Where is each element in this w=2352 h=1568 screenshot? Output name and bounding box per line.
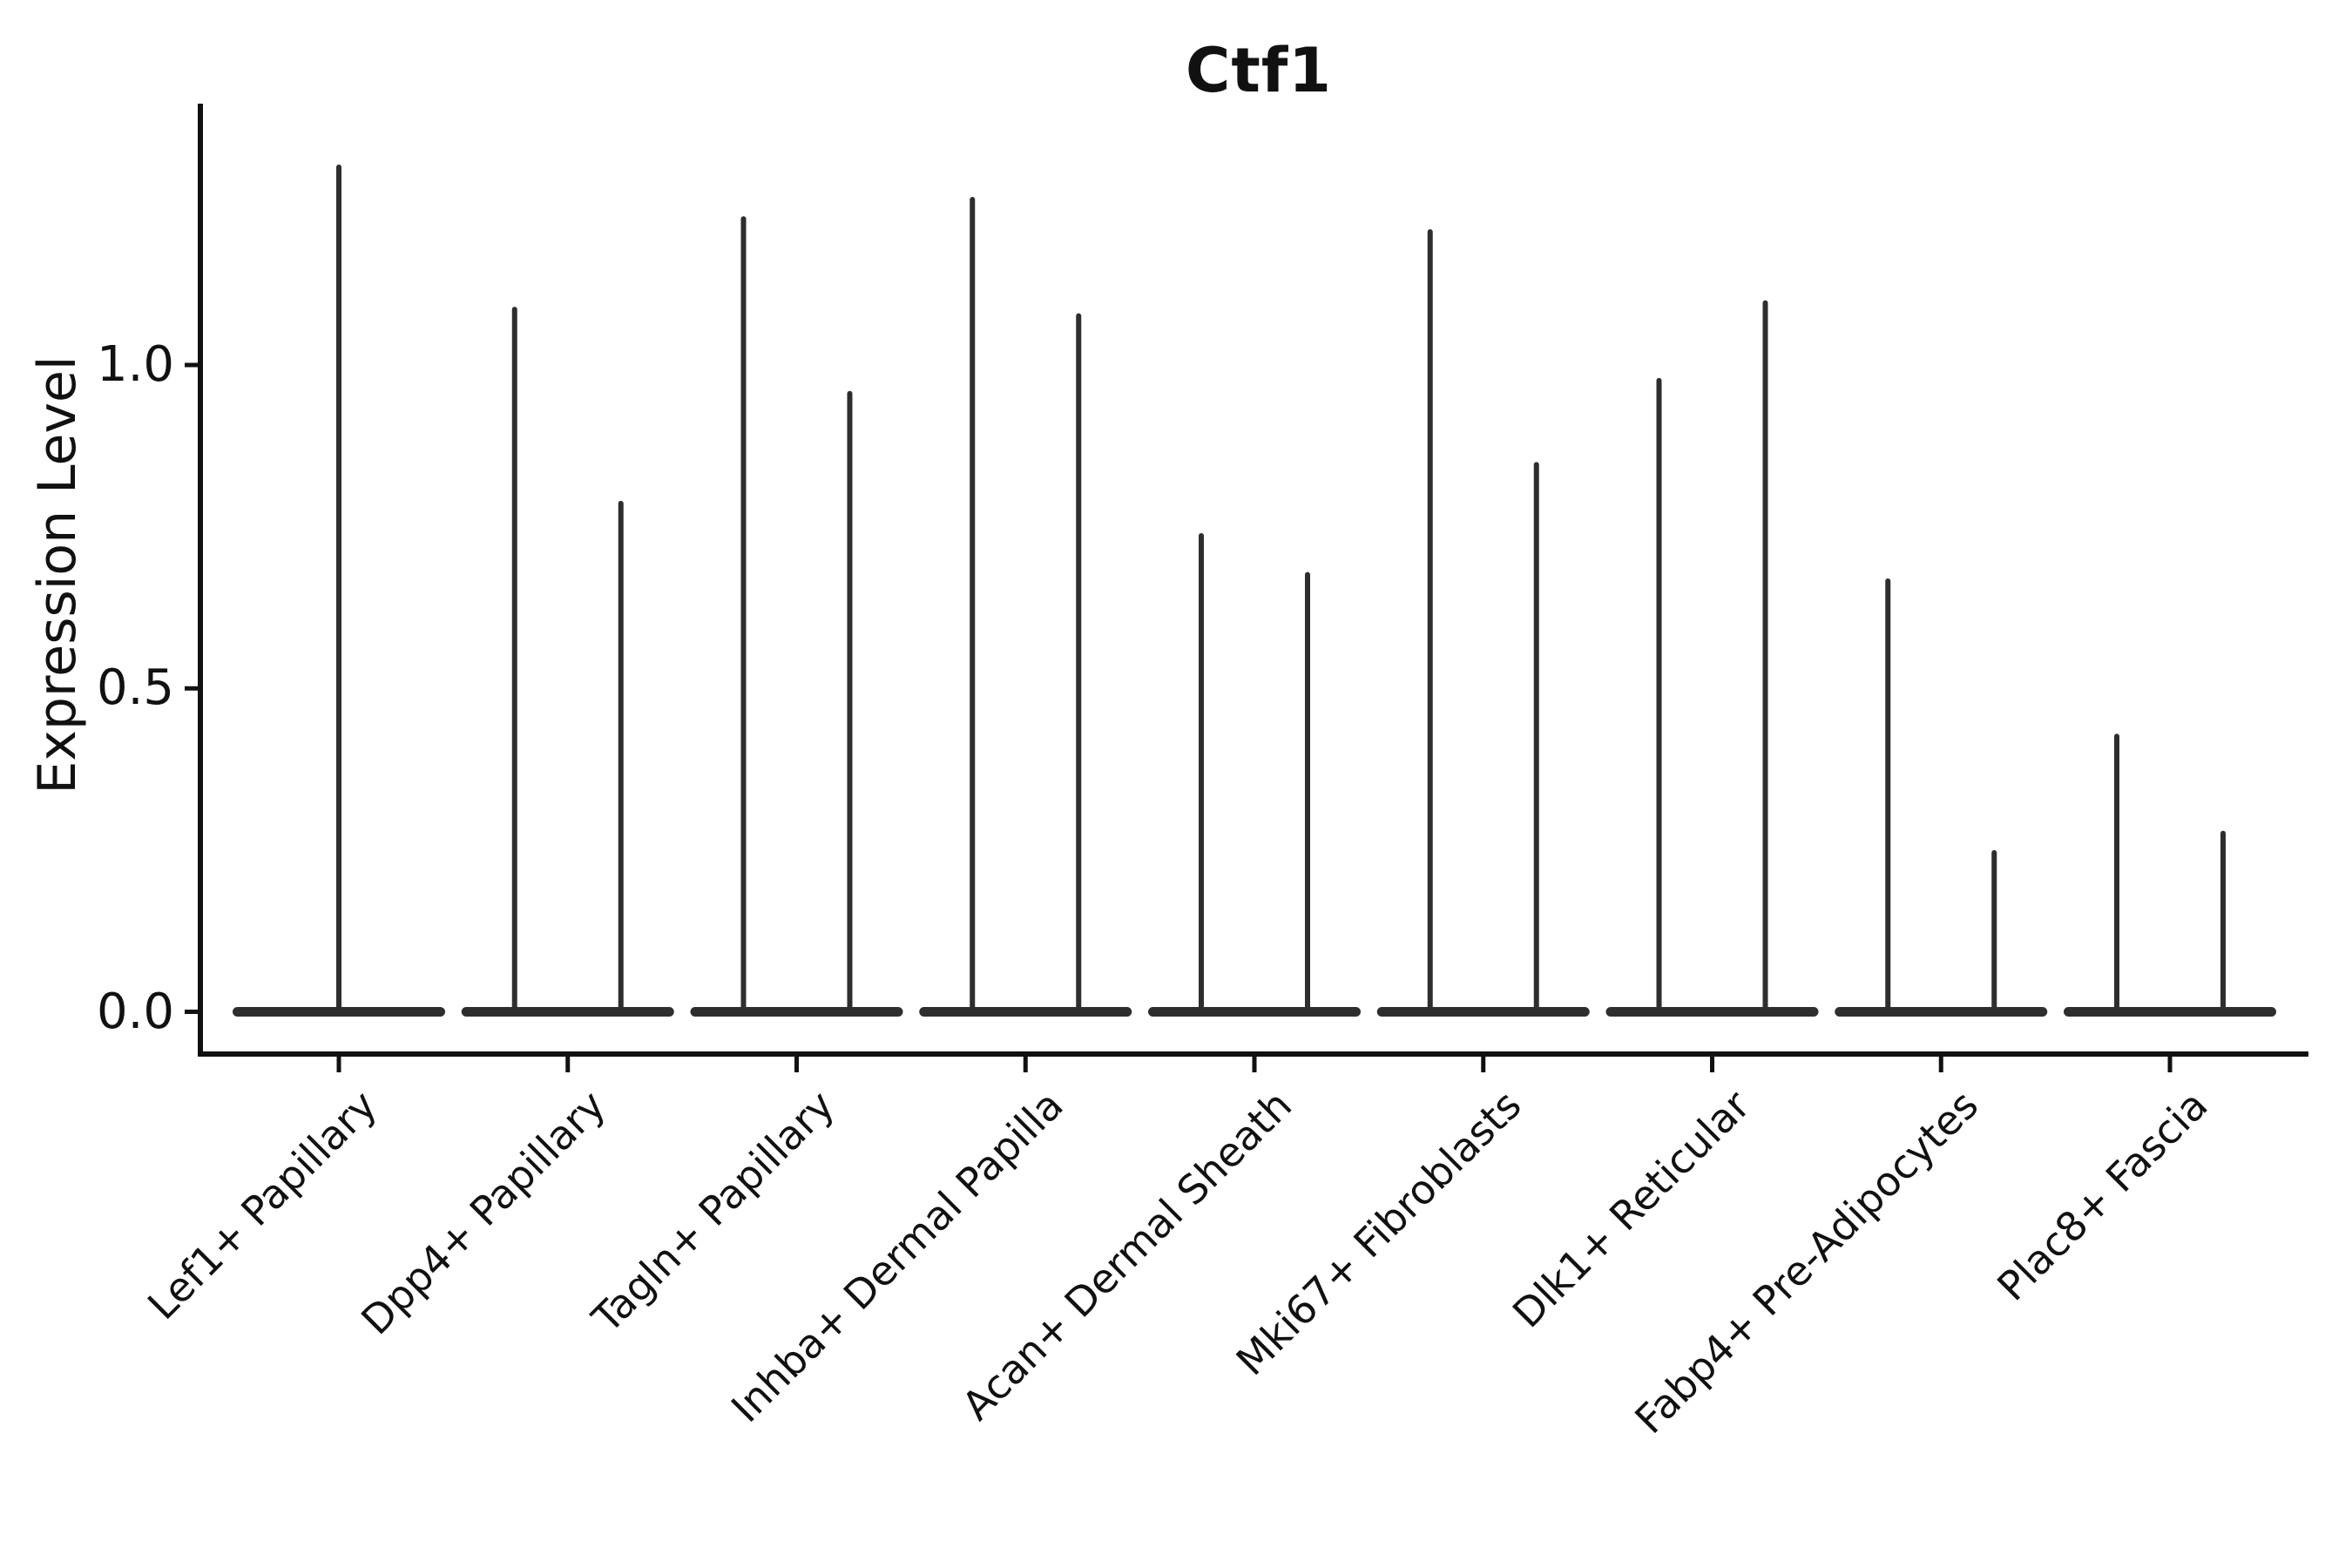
violin-base: [690, 1007, 903, 1017]
violin-spike: [1885, 578, 1891, 1016]
y-tick-label: 0.5: [96, 659, 174, 717]
violin-spike: [1991, 849, 1997, 1016]
violin-spike: [1199, 533, 1204, 1016]
violin-base: [1605, 1007, 1819, 1017]
violin-spike: [511, 307, 517, 1016]
violin-spike: [618, 500, 624, 1016]
violin-spike: [1305, 571, 1310, 1016]
violin-spike: [1533, 462, 1539, 1016]
violin-base: [919, 1007, 1132, 1017]
chart-title: Ctf1: [1186, 35, 1332, 106]
violin-spike: [2114, 733, 2119, 1016]
violin-spike: [1076, 313, 1082, 1016]
axis-spines: [198, 104, 2308, 1057]
violin-spike: [1427, 229, 1433, 1016]
violin-spike: [847, 390, 853, 1016]
y-tick-label: 1.0: [96, 336, 174, 393]
violin-spike: [1656, 377, 1662, 1016]
violin-spike: [740, 216, 747, 1016]
violin-spike: [2220, 830, 2226, 1016]
violin-spike: [336, 164, 341, 1016]
violin-base: [2064, 1007, 2276, 1017]
violin-base: [461, 1007, 674, 1017]
y-tick-label: 0.0: [96, 983, 174, 1040]
violin-spike: [970, 196, 976, 1016]
violin-base: [1148, 1007, 1361, 1017]
violin-spike: [1762, 300, 1768, 1016]
violin-base: [1376, 1007, 1590, 1017]
violin-base: [1835, 1007, 2048, 1017]
